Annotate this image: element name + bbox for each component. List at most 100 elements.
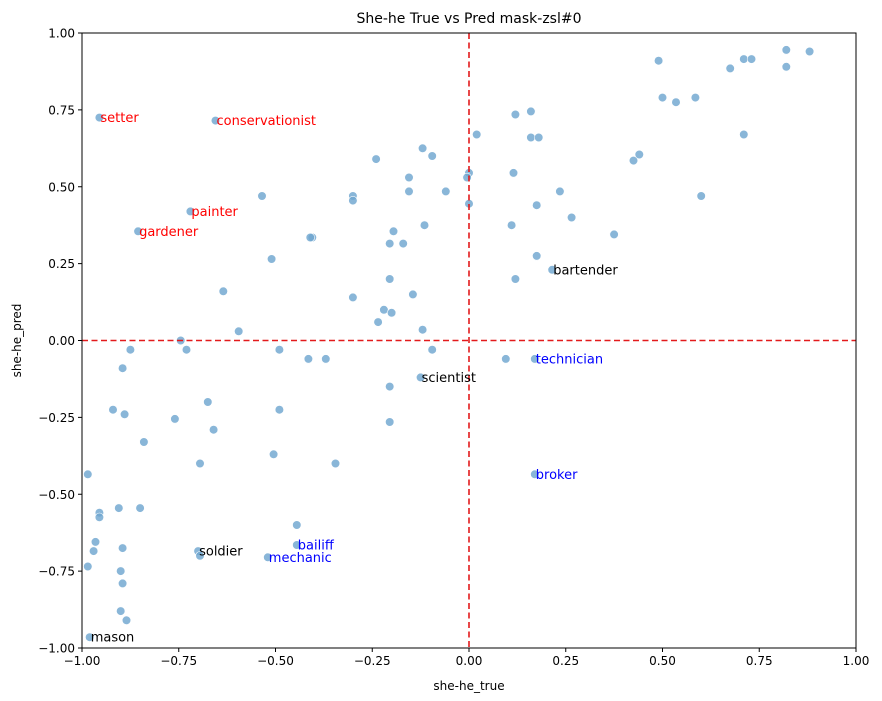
data-point (387, 308, 397, 318)
data-point (634, 149, 644, 160)
data-point (170, 414, 180, 424)
data-point (83, 561, 93, 572)
x-tick-label: 1.00 (843, 654, 870, 668)
data-point (427, 345, 437, 355)
data-point (739, 129, 749, 140)
point-annotation: soldier (199, 545, 243, 560)
x-tick-label: 0.50 (649, 654, 676, 668)
data-point (472, 129, 482, 140)
data-point (418, 325, 428, 335)
data-point (263, 552, 273, 562)
data-point (108, 405, 118, 415)
point-annotation: broker (536, 468, 578, 483)
y-tick-label: −1.00 (38, 642, 75, 656)
data-point (408, 289, 418, 300)
y-axis-label: she-he_pred (10, 304, 24, 378)
data-point (348, 196, 358, 206)
y-tick-label: −0.25 (38, 411, 75, 425)
data-point (501, 354, 511, 364)
data-point (530, 354, 540, 364)
annotation-layer: setter conservationist painter gardener bart… (91, 111, 619, 646)
reference-lines (82, 33, 856, 648)
y-tick-label: 0.00 (48, 334, 75, 348)
data-point (419, 220, 430, 230)
data-point (398, 239, 408, 249)
data-point (510, 274, 521, 284)
data-point (269, 449, 279, 459)
data-point (739, 54, 749, 64)
data-point (234, 326, 244, 336)
data-point (85, 632, 95, 642)
point-annotation: bartender (553, 263, 618, 278)
y-tick-label: 1.00 (48, 27, 75, 41)
y-tick-label: 0.25 (48, 257, 75, 271)
data-point (267, 254, 277, 264)
point-annotation: conservationist (217, 114, 317, 129)
x-tick-label: 0.75 (746, 654, 773, 668)
data-point (373, 317, 383, 327)
point-annotation: setter (100, 111, 139, 126)
y-axis: −1.00 −0.75 −0.50 −0.25 0.00 0.25 0.50 0.75 1.00 (38, 27, 82, 656)
data-point (671, 97, 681, 107)
x-axis-label: she-he_true (433, 679, 504, 693)
data-point (534, 132, 544, 143)
data-point (657, 92, 668, 103)
data-point (385, 382, 395, 392)
x-tick-label: −0.50 (257, 654, 294, 668)
data-point (746, 54, 757, 64)
data-point (348, 292, 358, 303)
data-point (653, 56, 664, 66)
data-point (547, 265, 557, 275)
data-point (385, 239, 395, 249)
data-point (532, 200, 542, 210)
data-point (321, 354, 331, 364)
data-point (116, 606, 126, 616)
point-annotation: painter (191, 205, 238, 220)
data-point (83, 469, 93, 479)
y-tick-label: −0.75 (38, 565, 75, 579)
x-tick-label: −1.00 (64, 654, 101, 668)
x-axis: −1.00 −0.75 −0.50 −0.25 0.00 0.25 0.50 0.75 1.00 (64, 648, 870, 668)
data-point (181, 345, 192, 355)
data-point (116, 566, 126, 576)
data-point (526, 106, 536, 116)
data-point (139, 437, 149, 447)
data-point (690, 92, 701, 103)
data-point (416, 372, 426, 383)
data-point (117, 543, 128, 553)
data-point (203, 397, 213, 407)
data-point (609, 229, 619, 239)
data-point (388, 226, 399, 236)
data-point (195, 551, 205, 561)
point-annotation: gardener (139, 225, 199, 240)
data-point (88, 546, 99, 556)
data-point (133, 226, 143, 236)
data-point (781, 62, 791, 72)
data-point (195, 458, 205, 469)
point-annotation: technician (536, 352, 603, 367)
y-tick-label: 0.75 (48, 103, 75, 117)
data-point (508, 168, 519, 178)
point-annotation: bailiff (298, 539, 335, 554)
data-point (507, 220, 517, 230)
data-point (526, 132, 536, 143)
data-point (257, 191, 267, 201)
point-annotation: scientist (422, 371, 476, 386)
data-point (462, 172, 472, 183)
x-tick-label: 0.00 (456, 654, 483, 668)
data-point (404, 172, 414, 183)
data-point (292, 540, 302, 550)
data-point (385, 417, 395, 427)
data-point (427, 151, 437, 161)
data-point (781, 45, 791, 55)
data-point (404, 186, 414, 196)
points-layer (83, 45, 815, 642)
data-point (530, 469, 540, 479)
data-point (94, 512, 104, 522)
data-point (274, 405, 285, 415)
data-point (210, 115, 221, 126)
data-point (303, 354, 314, 364)
data-point (379, 305, 389, 315)
x-tick-label: −0.75 (160, 654, 197, 668)
x-tick-label: −0.25 (354, 654, 391, 668)
